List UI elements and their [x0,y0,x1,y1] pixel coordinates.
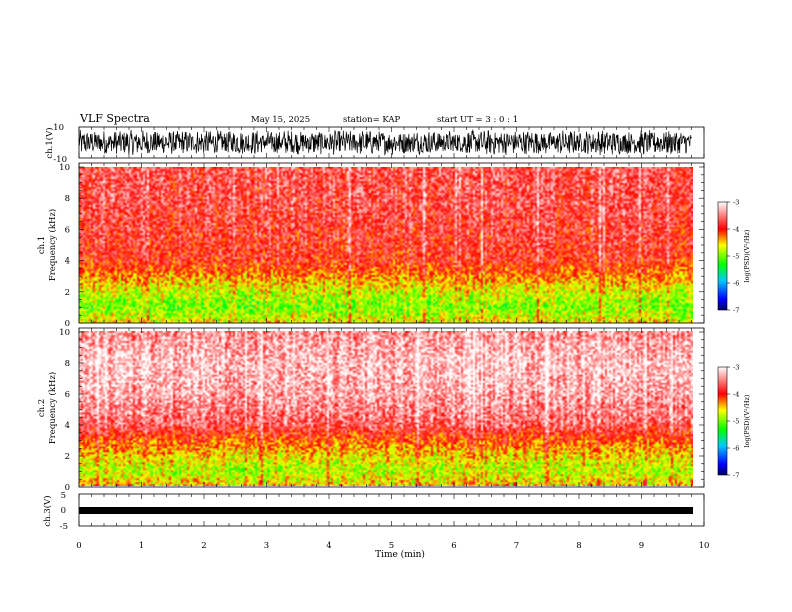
figure-title: VLF Spectra [79,112,150,125]
ch2-colorbar-gradient [717,366,728,476]
freq-tick-label: 0 [65,483,70,493]
time-tick-label: 8 [576,541,581,551]
ch1-waveform-line [78,129,692,156]
freq-tick-label: 10 [59,328,70,338]
time-tick-label: 7 [514,541,519,551]
ch2-colorbar-label: log(PSD)(V²/Hz) [743,394,751,447]
ch3-waveform-trace [79,507,693,514]
ch1-spectrogram-panel: 0 2 4 6 8 10 ch.1 Frequency (kHz) [37,162,705,329]
colorbar-tick-label: -4 [733,391,739,399]
colorbar-tick-label: -6 [733,280,739,288]
ch2-colorbar-ticks: -3 -4 -5 -6 -7 [727,364,739,480]
ch2-spec-ylabel-frequency: Frequency (kHz) [47,372,58,444]
ch1-spec-time-ticks [78,163,705,323]
freq-tick-label: 6 [65,390,70,400]
freq-tick-label: 10 [59,163,70,173]
ch2-colorbar: -3 -4 -5 -6 -7 log(PSD)(V²/Hz) [717,364,751,480]
colorbar-tick-label: -7 [733,307,739,315]
time-tick-labels: 0 1 2 3 4 5 6 7 8 9 10 [76,541,709,551]
freq-tick-label: 2 [65,288,70,298]
colorbar-tick-label: -3 [733,199,739,207]
time-tick-label: 4 [326,541,331,551]
time-tick-label: 10 [699,541,710,551]
ch3-ytick-mid: 0 [61,506,66,516]
ch3-ytick-top: 5 [61,491,66,501]
ch1-waveform-panel: 10 -10 ch.1(V) [44,123,705,165]
time-tick-label: 5 [389,541,394,551]
ch1-ytick-bottom: -10 [53,155,67,165]
ch2-spectrogram-panel: 0 2 4 6 8 10 ch.2 Frequency (kHz) [37,327,705,493]
time-tick-label: 6 [451,541,456,551]
freq-tick-label: 8 [65,359,70,369]
ch3-ytick-bottom: -5 [60,522,68,532]
colorbar-tick-label: -6 [733,445,739,453]
ch2-spec-ylabel-channel: ch.2 [37,399,47,417]
time-tick-label: 9 [639,541,644,551]
ch3-waveform-ticks [78,494,705,526]
freq-tick-label: 2 [65,452,70,462]
ch1-colorbar-gradient [717,201,728,311]
colorbar-tick-label: -3 [733,364,739,372]
ch1-colorbar: -3 -4 -5 -6 -7 log(PSD)(V²/Hz) [717,199,751,315]
ch1-spec-ylabel-channel: ch.1 [37,236,47,254]
colorbar-tick-label: -5 [733,253,739,261]
freq-tick-label: 6 [65,225,70,235]
freq-tick-label: 0 [65,319,70,329]
time-tick-label: 2 [201,541,206,551]
freq-tick-label: 4 [65,257,70,267]
colorbar-tick-label: -4 [733,226,739,234]
ch1-ytick-top: 10 [53,123,64,133]
time-tick-label: 1 [139,541,144,551]
ch1-ylabel: ch.1(V) [44,127,55,158]
ch2-freq-ticks: 0 2 4 6 8 10 [59,328,704,493]
colorbar-tick-label: -5 [733,418,739,426]
ch1-spec-ylabel-frequency: Frequency (kHz) [47,209,58,281]
time-tick-label: 0 [76,541,81,551]
ch2-spectrogram-image [79,331,693,486]
ch3-waveform-panel: 5 0 -5 ch.3(V) 0 1 2 3 4 5 6 7 8 9 10 Time (min) [42,491,709,560]
freq-tick-label: 8 [65,194,70,204]
ch1-waveform-ticks [78,127,705,158]
date-label: May 15, 2025 [251,115,310,125]
time-axis-label: Time (min) [375,549,425,560]
ch1-colorbar-ticks: -3 -4 -5 -6 -7 [727,199,739,315]
colorbar-tick-label: -7 [733,472,739,480]
ch1-spectrogram-image [79,167,693,323]
ch1-freq-ticks: 0 2 4 6 8 10 [59,163,704,329]
freq-tick-label: 4 [65,421,70,431]
station-label: station= KAP [343,115,401,125]
ch2-spec-time-ticks [78,328,705,487]
time-tick-label: 3 [264,541,269,551]
start-time-label: start UT = 3 : 0 : 1 [437,115,518,125]
ch3-ylabel: ch.3(V) [42,495,53,526]
ch1-colorbar-label: log(PSD)(V²/Hz) [743,229,751,282]
